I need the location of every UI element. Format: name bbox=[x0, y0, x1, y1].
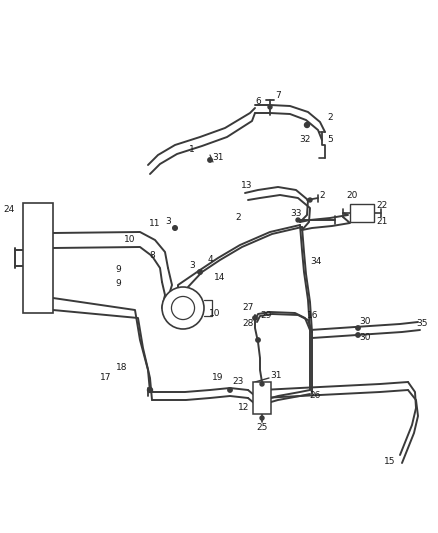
Circle shape bbox=[148, 387, 152, 392]
Text: 15: 15 bbox=[384, 457, 396, 466]
Text: 34: 34 bbox=[310, 257, 321, 266]
Text: 3: 3 bbox=[189, 262, 195, 271]
Circle shape bbox=[308, 198, 312, 202]
Circle shape bbox=[171, 296, 194, 320]
Text: 9: 9 bbox=[115, 265, 121, 274]
Circle shape bbox=[268, 105, 272, 109]
Text: 10: 10 bbox=[209, 309, 221, 318]
Text: 10: 10 bbox=[124, 236, 136, 245]
Text: 24: 24 bbox=[4, 206, 14, 214]
Text: 35: 35 bbox=[416, 319, 428, 328]
Text: 16: 16 bbox=[307, 311, 319, 319]
Text: 1: 1 bbox=[189, 146, 195, 155]
Text: 13: 13 bbox=[241, 181, 253, 190]
Text: 17: 17 bbox=[100, 374, 112, 383]
Circle shape bbox=[162, 287, 204, 329]
Text: 27: 27 bbox=[242, 303, 254, 312]
Text: 7: 7 bbox=[275, 92, 281, 101]
Circle shape bbox=[256, 338, 260, 342]
Text: 12: 12 bbox=[238, 403, 250, 413]
Text: 2: 2 bbox=[235, 214, 241, 222]
Text: 31: 31 bbox=[212, 154, 224, 163]
Bar bbox=[253, 382, 271, 414]
Circle shape bbox=[260, 382, 264, 386]
Circle shape bbox=[253, 316, 257, 320]
Text: 4: 4 bbox=[207, 255, 213, 264]
Text: 20: 20 bbox=[346, 190, 358, 199]
Text: 29: 29 bbox=[260, 311, 272, 320]
Text: 30: 30 bbox=[359, 333, 371, 342]
Circle shape bbox=[198, 270, 202, 274]
Circle shape bbox=[296, 218, 300, 222]
Text: 21: 21 bbox=[376, 216, 388, 225]
Bar bbox=[350, 204, 374, 222]
Circle shape bbox=[356, 333, 360, 337]
Text: 8: 8 bbox=[149, 251, 155, 260]
Text: 2: 2 bbox=[319, 191, 325, 200]
Text: 6: 6 bbox=[255, 96, 261, 106]
Text: 14: 14 bbox=[214, 273, 226, 282]
Text: 11: 11 bbox=[149, 220, 161, 229]
Circle shape bbox=[260, 416, 264, 420]
Circle shape bbox=[228, 388, 232, 392]
Text: 26: 26 bbox=[309, 391, 321, 400]
Circle shape bbox=[356, 326, 360, 330]
Circle shape bbox=[173, 225, 177, 230]
Text: 33: 33 bbox=[290, 208, 302, 217]
Text: 22: 22 bbox=[376, 200, 388, 209]
Text: 32: 32 bbox=[299, 135, 311, 144]
Text: 2: 2 bbox=[327, 114, 333, 123]
Circle shape bbox=[208, 158, 212, 162]
Text: 5: 5 bbox=[327, 135, 333, 144]
Bar bbox=[23, 203, 53, 313]
Text: 18: 18 bbox=[116, 364, 128, 373]
Text: 3: 3 bbox=[165, 217, 171, 227]
Text: 9: 9 bbox=[115, 279, 121, 288]
Text: 23: 23 bbox=[232, 376, 244, 385]
Text: 30: 30 bbox=[359, 318, 371, 327]
Text: 28: 28 bbox=[242, 319, 254, 327]
Text: 19: 19 bbox=[212, 374, 224, 383]
Text: 31: 31 bbox=[270, 372, 282, 381]
Circle shape bbox=[304, 123, 310, 127]
Text: 25: 25 bbox=[256, 424, 268, 432]
